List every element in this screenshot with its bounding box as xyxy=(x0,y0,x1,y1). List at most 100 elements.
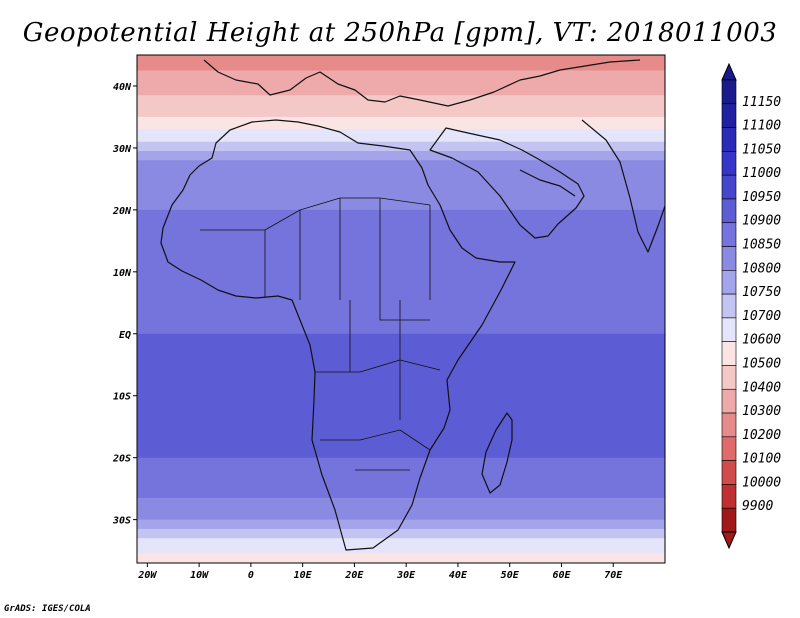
colorbar-label: 10400 xyxy=(742,380,781,395)
india xyxy=(581,119,665,253)
field-band xyxy=(137,188,665,192)
field-band xyxy=(137,166,665,171)
x-tick-label: 20W xyxy=(137,570,157,581)
field-band xyxy=(137,113,665,118)
field-band xyxy=(137,144,665,149)
field-band xyxy=(137,550,665,555)
field-band xyxy=(137,243,665,248)
field-band xyxy=(137,132,665,137)
colorbar-swatch xyxy=(721,293,737,319)
field-band xyxy=(137,61,665,65)
field-band xyxy=(137,228,665,233)
field-band xyxy=(137,209,665,214)
field-band xyxy=(137,519,665,524)
field-band xyxy=(137,383,665,388)
field-band xyxy=(137,287,665,292)
colorbar-swatch xyxy=(721,507,737,533)
colorbar-swatch xyxy=(721,388,737,414)
field-band xyxy=(137,163,665,168)
colorbar-label: 10900 xyxy=(742,214,781,229)
field-band xyxy=(137,231,665,236)
field-band xyxy=(137,408,665,412)
field-band xyxy=(137,330,665,335)
field-band xyxy=(137,389,665,394)
colorbar-label: 10500 xyxy=(742,356,781,371)
field-band xyxy=(137,451,665,456)
colorbar-swatch xyxy=(721,412,737,438)
field-band xyxy=(137,216,665,220)
coastline-map xyxy=(160,59,665,551)
field-band xyxy=(137,343,665,347)
field-band xyxy=(137,423,665,428)
colorbar-label: 10300 xyxy=(742,404,781,419)
field-band xyxy=(137,82,665,87)
field-band xyxy=(137,473,665,477)
field-band xyxy=(137,70,665,75)
field-band xyxy=(137,380,665,384)
field-band xyxy=(137,504,665,508)
field-band xyxy=(137,333,665,338)
colorbar-label: 10750 xyxy=(742,285,781,300)
field-band xyxy=(137,237,665,242)
field-band xyxy=(137,157,665,161)
field-band xyxy=(137,191,665,195)
field-band xyxy=(137,240,665,245)
field-band xyxy=(137,169,665,174)
colorbar-swatch xyxy=(721,151,737,176)
field-band xyxy=(137,79,665,84)
field-band xyxy=(137,305,665,310)
africa-coastline xyxy=(160,119,516,551)
field-band xyxy=(137,98,665,103)
y-tick-label: 10S xyxy=(113,392,131,403)
field-band xyxy=(137,200,665,205)
field-band xyxy=(137,120,665,124)
colorbar-extend-top xyxy=(721,62,737,81)
field-band xyxy=(137,327,665,332)
field-band xyxy=(137,355,665,360)
field-band xyxy=(137,349,665,353)
x-tick-label: 50E xyxy=(501,570,520,581)
field-band xyxy=(137,476,665,480)
field-band xyxy=(137,479,665,484)
field-band xyxy=(137,339,665,344)
field-band xyxy=(137,284,665,288)
field-band xyxy=(137,274,665,279)
y-tick-label: 20N xyxy=(112,206,132,217)
x-axis: 20W 10W 0 10E 20E 30E 40E 50E 60E 70E xyxy=(137,563,623,581)
y-tick-label: EQ xyxy=(119,330,131,341)
field-band xyxy=(137,123,665,127)
country-borders xyxy=(200,197,441,471)
field-band xyxy=(137,532,665,536)
colorbar: 11150 11100 11050 11000 10950 10900 10850 10800… xyxy=(721,62,781,550)
y-tick-label: 40N xyxy=(113,82,132,93)
field-band xyxy=(137,392,665,397)
field-band xyxy=(137,265,665,270)
field-band xyxy=(137,556,665,561)
field-band xyxy=(137,448,665,453)
arabian-peninsula xyxy=(429,127,585,239)
field-band xyxy=(137,445,665,449)
field-band xyxy=(137,147,665,152)
field-band xyxy=(137,67,665,72)
colorbar-swatch xyxy=(721,79,737,105)
field-band xyxy=(137,501,665,505)
persian-gulf-coast xyxy=(519,169,576,197)
x-tick-label: 70E xyxy=(604,570,623,581)
field-band xyxy=(137,95,665,99)
colorbar-swatch xyxy=(721,198,737,224)
field-band xyxy=(137,129,665,134)
field-band xyxy=(137,315,665,319)
x-tick-label: 20E xyxy=(344,570,364,581)
field-band xyxy=(137,89,665,93)
field-band xyxy=(137,364,665,369)
field-band xyxy=(137,488,665,493)
field-band xyxy=(137,309,665,313)
field-band xyxy=(137,299,665,304)
field-band xyxy=(137,494,665,499)
field-band xyxy=(137,352,665,357)
field-band xyxy=(137,426,665,431)
field-band xyxy=(137,312,665,316)
field-band xyxy=(137,197,665,202)
field-band xyxy=(137,386,665,391)
